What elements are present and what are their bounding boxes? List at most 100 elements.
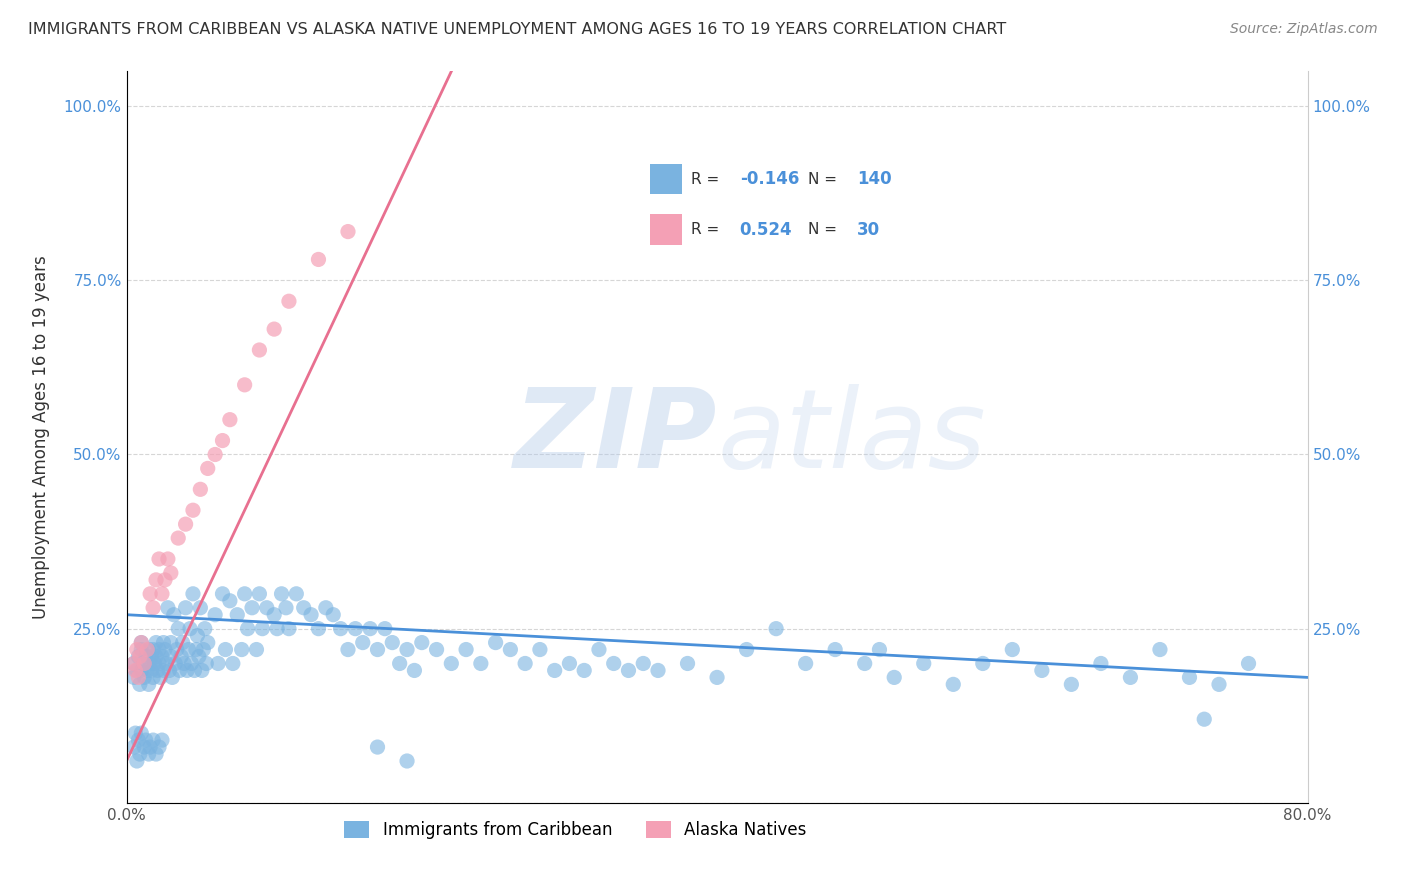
Point [236,622,259,636]
Point [529,642,551,657]
Point [150,733,173,747]
Point [211,587,233,601]
Point [1119,670,1142,684]
Point [197,461,219,475]
Point [145,649,167,664]
Point [337,642,360,657]
Point [176,664,198,678]
Point [128,649,150,664]
Point [308,622,330,636]
Text: atlas: atlas [717,384,986,491]
Point [135,733,157,747]
Point [129,635,153,649]
Point [329,622,352,636]
Point [344,622,367,636]
Point [197,635,219,649]
Point [633,657,655,671]
Point [266,622,288,636]
Point [152,664,174,678]
Point [129,635,153,649]
Point [153,573,176,587]
Point [186,629,208,643]
Point [706,670,728,684]
Text: Source: ZipAtlas.com: Source: ZipAtlas.com [1230,22,1378,37]
Point [274,600,297,615]
Point [135,649,157,664]
Point [222,657,245,671]
Point [337,225,360,239]
Point [188,483,212,497]
Point [1178,670,1201,684]
Point [188,600,212,615]
Point [177,642,200,657]
Point [484,635,508,649]
Text: -0.146: -0.146 [740,170,799,188]
Point [128,747,150,761]
Point [359,622,381,636]
Point [181,503,204,517]
Point [411,635,433,649]
Point [146,664,169,678]
Point [156,552,179,566]
Point [127,649,149,664]
Point [150,587,173,601]
Bar [650,214,682,245]
Point [167,531,190,545]
Point [1090,657,1112,671]
Point [1237,657,1260,671]
Text: N =: N = [807,222,837,237]
Point [138,642,160,657]
Point [470,657,492,671]
Point [647,664,669,678]
Point [149,670,172,684]
Point [179,622,201,636]
Point [128,677,150,691]
Point [1031,664,1053,678]
Point [134,657,156,671]
Point [883,670,905,684]
Point [155,657,177,671]
Point [134,740,156,755]
Point [162,670,184,684]
Point [124,726,146,740]
Point [152,635,174,649]
Point [1149,642,1171,657]
Point [374,622,396,636]
Point [145,747,167,761]
Point [138,747,160,761]
Point [142,733,165,747]
Point [193,642,215,657]
Point [139,587,162,601]
Point [1192,712,1215,726]
Point [141,664,163,678]
Point [574,664,596,678]
Point [127,670,149,684]
Point [141,649,163,664]
Point [233,377,256,392]
Point [245,642,267,657]
Point [543,664,565,678]
Point [765,622,787,636]
Point [125,754,148,768]
Point [122,670,145,684]
Point [153,642,176,657]
Point [256,600,278,615]
Point [172,635,194,649]
Point [972,657,994,671]
Point [249,587,271,601]
Point [142,670,165,684]
Point [136,642,159,657]
Point [278,622,301,636]
Point [174,517,197,532]
Point [299,607,322,622]
Point [204,607,226,622]
Point [396,754,419,768]
Text: IMMIGRANTS FROM CARIBBEAN VS ALASKA NATIVE UNEMPLOYMENT AMONG AGES 16 TO 19 YEAR: IMMIGRANTS FROM CARIBBEAN VS ALASKA NATI… [28,22,1007,37]
Point [603,657,626,671]
Text: 0.524: 0.524 [740,220,792,238]
Point [145,635,167,649]
Point [381,635,404,649]
Text: N =: N = [807,171,837,186]
Point [207,657,229,671]
Point [163,607,186,622]
